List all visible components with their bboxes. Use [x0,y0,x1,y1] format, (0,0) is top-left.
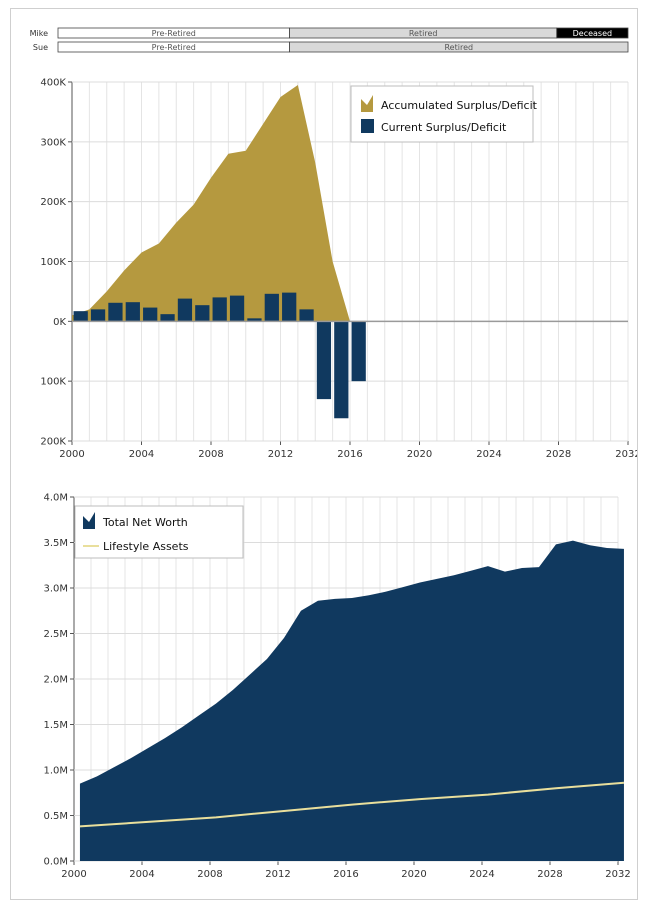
legend-bar-swatch [361,119,374,133]
legend-entry: Total Net Worth [102,516,188,529]
timeline-phase-label: Pre-Retired [152,43,196,52]
y-tick-label: 1.5M [43,720,68,731]
timeline-phase-bar [289,41,629,53]
y-tick-label: 2.0M [43,675,68,686]
y-tick-label: 0.0M [43,857,68,868]
x-tick-label: 2032 [615,449,637,460]
current-surplus-bar [316,321,332,400]
current-surplus-bar [195,305,210,322]
legend-area-swatch [83,512,95,529]
x-tick-label: 2020 [401,869,426,880]
current-surplus-bar [334,321,349,419]
timeline-person-label: Sue [33,43,48,52]
y-tick-label: 200K [40,197,66,208]
current-surplus-bar [247,318,262,322]
timeline-person-label: Mike [30,29,48,38]
current-surplus-bar [229,295,245,322]
x-tick-label: 2000 [59,449,84,460]
lifestyle-assets-line [79,781,625,828]
x-tick-label: 2020 [407,449,432,460]
current-surplus-bar [143,307,158,322]
x-tick-label: 2024 [469,869,494,880]
x-tick-label: 2008 [197,869,222,880]
timeline-phase-label: Retired [409,29,438,38]
current-surplus-bar [108,302,123,322]
current-surplus-bar [212,297,227,322]
y-tick-label: 2.5M [43,629,68,640]
x-tick-label: 2028 [537,869,562,880]
x-tick-label: 2024 [476,449,501,460]
x-tick-label: 2028 [546,449,571,460]
current-surplus-bar [351,321,366,382]
legend-box [74,505,244,559]
x-tick-label: 2016 [337,449,362,460]
x-tick-label: 2012 [268,449,293,460]
timeline-phase-label: Pre-Retired [152,29,196,38]
y-tick-label: 100K [40,257,66,268]
y-tick-label: 3.5M [43,538,68,549]
legend-area-swatch [361,95,373,112]
x-tick-label: 2004 [129,449,154,460]
timeline-phase-label: Retired [444,43,473,52]
y-tick-label: 400K [40,78,66,89]
y-tick-label: 1.0M [43,766,68,777]
chart-canvas: Mike Pre-Retired Retired Deceased Sue Pre-Ret… [30,27,641,880]
current-surplus-bar [160,314,175,322]
y-tick-label: 0.5M [43,811,68,822]
y-tick-label: 100K [40,377,66,388]
x-tick-label: 2012 [265,869,290,880]
y-tick-label: 4.0M [43,493,68,504]
timeline-phase-bar [556,27,629,39]
y-tick-label: 3.0M [43,584,68,595]
chart-frame: Mike Pre-Retired Retired Deceased Sue Pre-Ret… [10,8,641,900]
current-surplus-bar [73,311,88,322]
current-surplus-bar [90,309,106,322]
x-tick-label: 2008 [198,449,223,460]
current-surplus-bar [264,293,279,322]
y-tick-label: 300K [40,137,66,148]
current-surplus-bar [299,309,314,322]
legend-entry: Lifestyle Assets [103,540,189,553]
x-tick-label: 2016 [333,869,358,880]
x-tick-label: 2004 [129,869,154,880]
y-tick-label: 200K [40,437,66,448]
current-surplus-bar [125,302,140,322]
accumulated-surplus-area [72,84,350,322]
legend-entry: Current Surplus/Deficit [381,121,507,134]
total-net-worth-area [79,540,624,861]
x-tick-label: 2032 [605,869,630,880]
current-surplus-bar [177,298,193,322]
timeline-phase-label: Deceased [573,29,612,38]
x-tick-label: 2000 [61,869,86,880]
y-tick-label: 0K [53,317,66,328]
current-surplus-bar [282,292,297,322]
legend-entry: Accumulated Surplus/Deficit [381,99,538,112]
legend-box [350,85,534,143]
